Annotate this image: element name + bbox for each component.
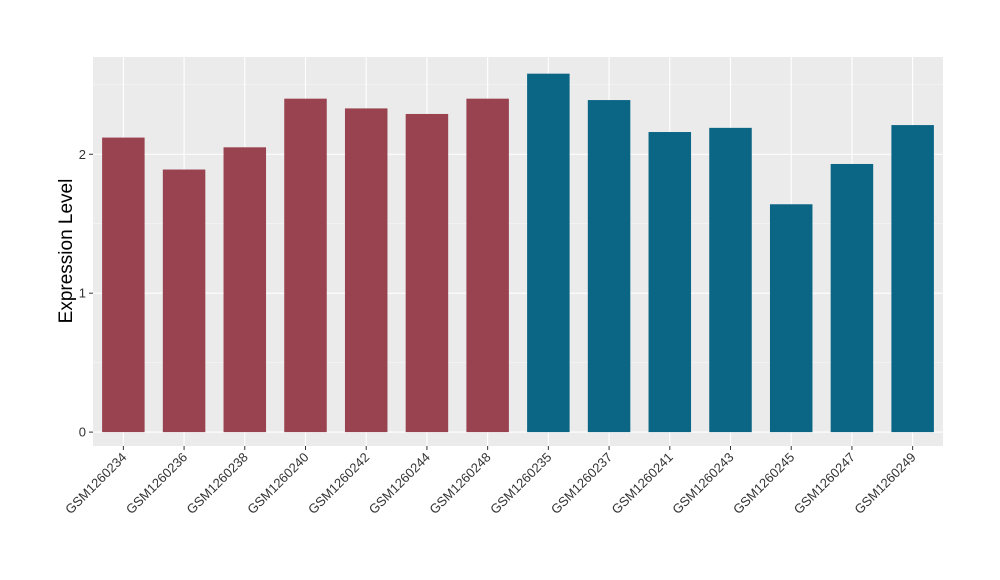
plot-panel: [93, 57, 943, 446]
bar-GSM1260249: [891, 125, 934, 433]
x-tick-label: GSM1260234: [62, 450, 129, 517]
x-tick-label: GSM1260244: [366, 450, 433, 517]
x-tick-label: GSM1260240: [244, 450, 311, 517]
x-tick-label: GSM1260235: [487, 450, 554, 517]
y-axis: 0 1 2: [79, 147, 93, 440]
bar-GSM1260248: [466, 98, 509, 433]
y-tick-label: 2: [79, 147, 86, 162]
bar-GSM1260236: [162, 169, 206, 433]
bar-GSM1260243: [709, 127, 752, 433]
bar-GSM1260235: [527, 73, 570, 433]
x-tick-label: GSM1260241: [609, 450, 676, 517]
bar-GSM1260247: [830, 163, 874, 433]
x-tick-label: GSM1260236: [123, 450, 190, 517]
bar-GSM1260244: [405, 113, 449, 433]
bar-GSM1260234: [102, 137, 145, 433]
y-axis-title: Expression Level: [56, 179, 77, 324]
bar-GSM1260242: [344, 108, 388, 433]
y-tick-label: 0: [79, 425, 86, 440]
x-tick-label: GSM1260247: [791, 450, 858, 517]
x-tick-label: GSM1260245: [730, 450, 797, 517]
bar-GSM1260237: [587, 100, 631, 433]
x-tick-label: GSM1260249: [851, 450, 918, 517]
x-axis: GSM1260234GSM1260236GSM1260238GSM1260240…: [62, 446, 919, 517]
y-tick-label: 1: [79, 286, 86, 301]
x-tick-label: GSM1260242: [305, 450, 372, 517]
x-tick-label: GSM1260238: [184, 450, 251, 517]
bar-GSM1260241: [648, 132, 692, 433]
x-tick-label: GSM1260248: [426, 450, 493, 517]
bar-GSM1260238: [223, 147, 267, 433]
bar-GSM1260245: [769, 204, 813, 433]
x-tick-label: GSM1260243: [669, 450, 736, 517]
bars: [102, 73, 934, 433]
x-tick-label: GSM1260237: [548, 450, 615, 517]
bar-GSM1260240: [284, 98, 327, 433]
